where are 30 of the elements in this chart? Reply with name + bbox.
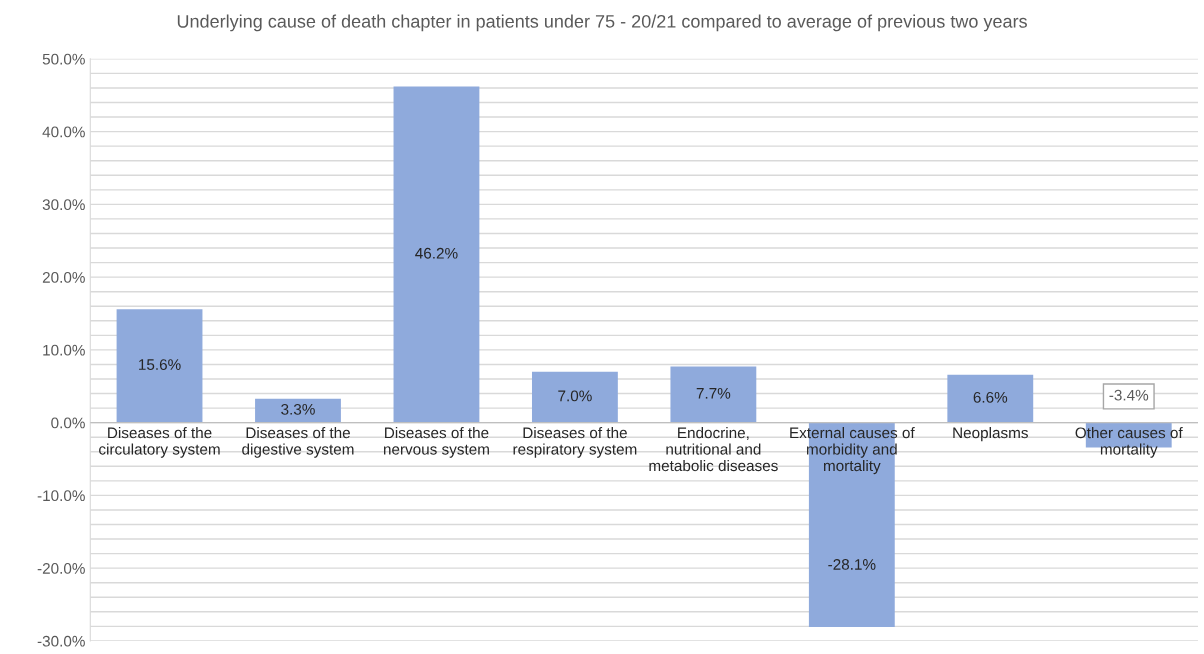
x-tick-label: Diseases of the circulatory system — [99, 427, 220, 458]
bar — [947, 374, 1034, 423]
y-tick-label: -10.0% — [37, 490, 85, 502]
bar — [116, 309, 203, 423]
x-tick-label: Diseases of the nervous system — [383, 427, 489, 458]
data-label: 6.6% — [973, 391, 1008, 403]
y-tick-label: 10.0% — [43, 344, 85, 356]
data-label: 7.0% — [558, 390, 592, 402]
y-tick-label: -20.0% — [37, 563, 85, 574]
x-tick-label: Diseases of the digestive system — [242, 427, 354, 458]
bar — [255, 398, 341, 423]
data-label: -3.4% — [1109, 389, 1149, 401]
y-tick-label: 20.0% — [42, 272, 85, 283]
bar — [670, 366, 757, 423]
y-tick-label: 0.0% — [51, 417, 85, 429]
x-tick-label: Endocrine, nutritional and metabolic diseases — [649, 427, 778, 472]
y-tick-label: 50.0% — [42, 53, 85, 65]
data-label: 15.6% — [139, 359, 181, 370]
data-label: -28.1% — [828, 559, 876, 570]
chart-title: Underlying cause of death chapter in patients under 75 - 20/21 compared to average of previous two years — [177, 14, 1027, 32]
bar — [531, 371, 618, 423]
x-tick-label: Neoplasms — [953, 427, 1028, 442]
y-tick-label: -30.0% — [37, 635, 85, 647]
data-label: 46.2% — [415, 247, 458, 259]
data-label: 7.7% — [696, 387, 731, 399]
x-tick-label: Diseases of the respiratory system — [513, 427, 637, 458]
bar — [393, 86, 480, 423]
y-tick-label: 40.0% — [42, 126, 85, 138]
y-tick-label: 30.0% — [42, 199, 85, 211]
data-label: 3.3% — [281, 403, 315, 415]
